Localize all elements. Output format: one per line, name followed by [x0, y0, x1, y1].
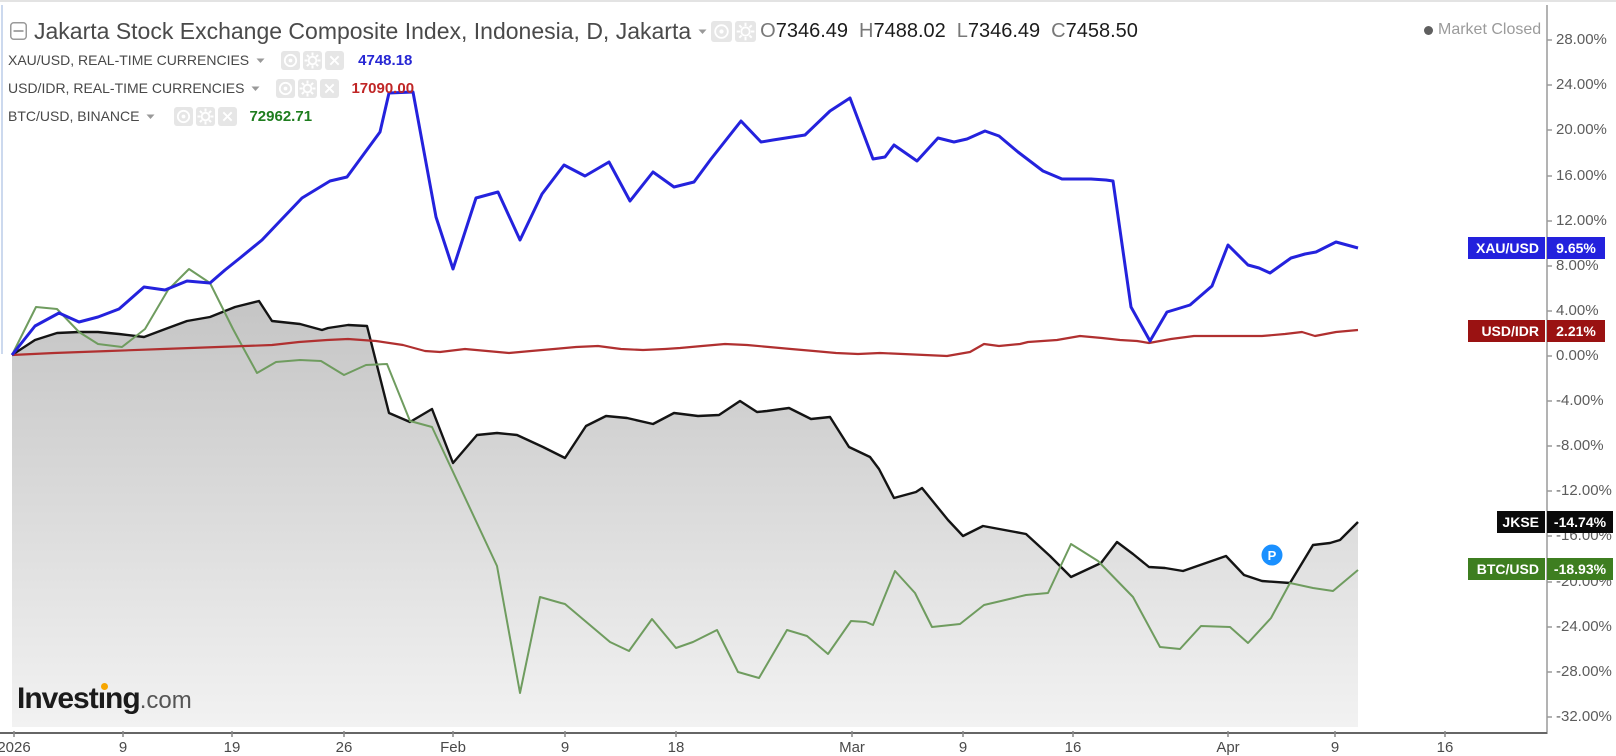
- svg-text:P: P: [1268, 548, 1277, 563]
